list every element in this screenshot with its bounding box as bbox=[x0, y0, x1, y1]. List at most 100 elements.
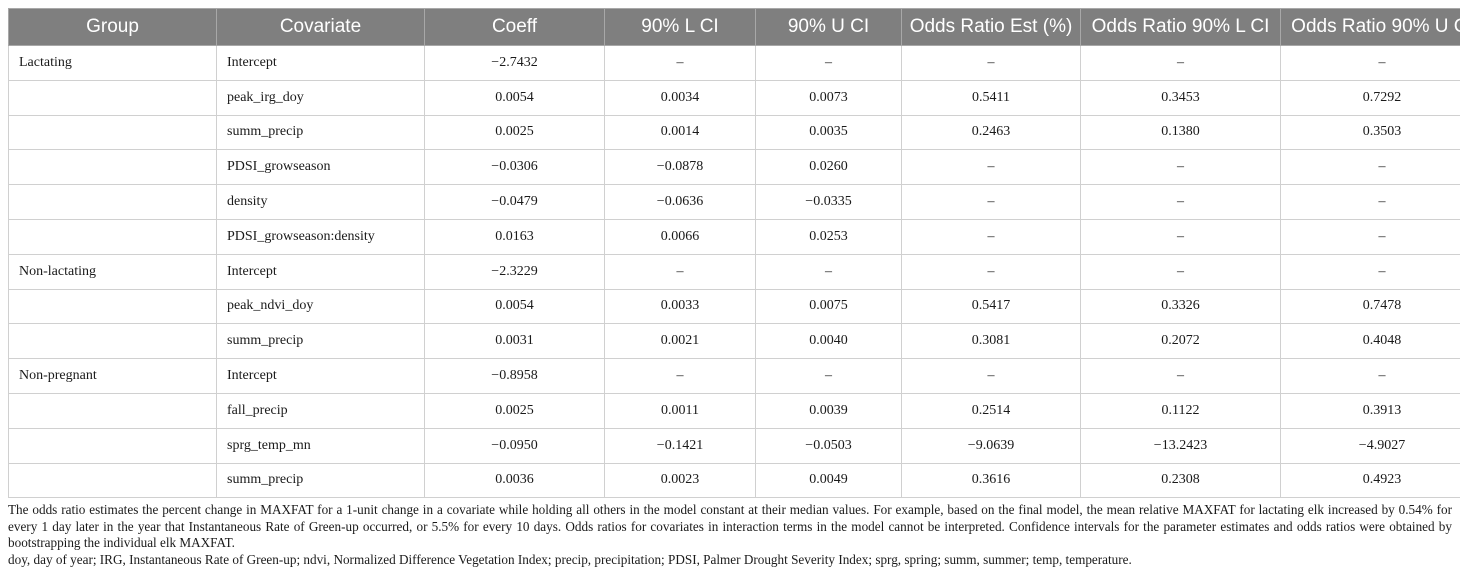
value-cell: 0.2463 bbox=[901, 114, 1081, 151]
value-cell: – bbox=[1280, 358, 1460, 394]
group-cell bbox=[8, 462, 217, 499]
table-row: PDSI_growseason:density 0.0163 0.0066 0.025… bbox=[8, 218, 1460, 255]
value-cell: −13.2423 bbox=[1080, 427, 1281, 464]
group-cell bbox=[8, 218, 217, 255]
value-cell: 0.3616 bbox=[901, 462, 1081, 499]
value-cell: – bbox=[901, 218, 1081, 255]
value-cell: 0.0011 bbox=[604, 392, 756, 429]
covariate-cell: summ_precip bbox=[216, 114, 425, 151]
value-cell: 0.0253 bbox=[755, 218, 902, 255]
value-cell: 0.0040 bbox=[755, 323, 902, 360]
value-cell: 0.5411 bbox=[901, 79, 1081, 116]
footnotes: The odds ratio estimates the percent cha… bbox=[8, 502, 1452, 568]
table-row: fall_precip 0.0025 0.0011 0.0039 0.2514 0.112… bbox=[8, 392, 1460, 429]
value-cell: 0.1380 bbox=[1080, 114, 1281, 151]
footnote-odds-ratio: The odds ratio estimates the percent cha… bbox=[8, 502, 1452, 551]
value-cell: 0.0073 bbox=[755, 79, 902, 116]
value-cell: 0.0054 bbox=[424, 79, 605, 116]
table-row: Non-lactating Intercept −2.3229– – – – – bbox=[8, 253, 1460, 290]
value-cell: 0.2308 bbox=[1080, 462, 1281, 499]
table-row: Lactating Intercept −2.7432– – – – – bbox=[8, 45, 1460, 81]
group-cell bbox=[8, 79, 217, 116]
value-cell: – bbox=[1080, 149, 1281, 186]
covariate-cell: PDSI_growseason:density bbox=[216, 218, 425, 255]
value-cell: 0.0023 bbox=[604, 462, 756, 499]
covariate-cell: Intercept bbox=[216, 45, 425, 81]
column-header: 90% L CI bbox=[604, 8, 756, 46]
value-cell: 0.2514 bbox=[901, 392, 1081, 429]
value-cell: – bbox=[1280, 149, 1460, 186]
table-row: peak_ndvi_doy 0.0054 0.0033 0.0075 0.5417 0.3… bbox=[8, 288, 1460, 325]
group-cell: Non-lactating bbox=[8, 253, 217, 290]
value-cell: 0.0025 bbox=[424, 114, 605, 151]
value-cell: – bbox=[1280, 184, 1460, 220]
value-cell: −0.0878 bbox=[604, 149, 756, 186]
value-cell: 0.0260 bbox=[755, 149, 902, 186]
value-cell: – bbox=[1080, 184, 1281, 220]
group-cell bbox=[8, 184, 217, 220]
covariate-cell: density bbox=[216, 184, 425, 220]
table-row: summ_precip 0.0036 0.0023 0.0049 0.3616 0.230… bbox=[8, 462, 1460, 499]
group-cell: Non-pregnant bbox=[8, 358, 217, 394]
value-cell: −0.0306 bbox=[424, 149, 605, 186]
value-cell: 0.0014 bbox=[604, 114, 756, 151]
covariate-cell: PDSI_growseason bbox=[216, 149, 425, 186]
value-cell: 0.5417 bbox=[901, 288, 1081, 325]
value-cell: −0.0636 bbox=[604, 184, 756, 220]
value-cell: 0.0035 bbox=[755, 114, 902, 151]
value-cell: – bbox=[755, 358, 902, 394]
value-cell: – bbox=[1080, 358, 1281, 394]
value-cell: 0.3326 bbox=[1080, 288, 1281, 325]
group-cell bbox=[8, 149, 217, 186]
covariate-cell: fall_precip bbox=[216, 392, 425, 429]
value-cell: 0.0054 bbox=[424, 288, 605, 325]
covariate-cell: summ_precip bbox=[216, 462, 425, 499]
value-cell: 0.0039 bbox=[755, 392, 902, 429]
column-header: Odds Ratio 90% U CI bbox=[1280, 8, 1460, 46]
column-header: Covariate bbox=[216, 8, 425, 46]
value-cell: 0.0021 bbox=[604, 323, 756, 360]
value-cell: – bbox=[1280, 253, 1460, 290]
value-cell: −0.0335 bbox=[755, 184, 902, 220]
value-cell: 0.3453 bbox=[1080, 79, 1281, 116]
value-cell: 0.0049 bbox=[755, 462, 902, 499]
table-row: summ_precip 0.0025 0.0014 0.0035 0.2463 0.138… bbox=[8, 114, 1460, 151]
value-cell: – bbox=[901, 45, 1081, 81]
column-header: Odds Ratio Est (%) bbox=[901, 8, 1081, 46]
value-cell: 0.0034 bbox=[604, 79, 756, 116]
table-row: Non-pregnant Intercept −0.8958– – – – – bbox=[8, 358, 1460, 394]
group-cell bbox=[8, 427, 217, 464]
value-cell: – bbox=[755, 45, 902, 81]
value-cell: −0.0503 bbox=[755, 427, 902, 464]
group-cell bbox=[8, 323, 217, 360]
value-cell: – bbox=[901, 253, 1081, 290]
table-container: Group Covariate Coeff 90% L CI 90% U CI Odds … bbox=[8, 8, 1460, 568]
value-cell: −0.0479 bbox=[424, 184, 605, 220]
value-cell: – bbox=[901, 149, 1081, 186]
value-cell: 0.0066 bbox=[604, 218, 756, 255]
value-cell: −0.1421 bbox=[604, 427, 756, 464]
value-cell: 0.0036 bbox=[424, 462, 605, 499]
value-cell: – bbox=[1080, 253, 1281, 290]
value-cell: −2.7432 bbox=[424, 45, 605, 81]
value-cell: −9.0639 bbox=[901, 427, 1081, 464]
column-header: Odds Ratio 90% L CI bbox=[1080, 8, 1281, 46]
value-cell: – bbox=[901, 184, 1081, 220]
covariate-cell: peak_ndvi_doy bbox=[216, 288, 425, 325]
value-cell: 0.7478 bbox=[1280, 288, 1460, 325]
value-cell: – bbox=[1080, 45, 1281, 81]
value-cell: 0.7292 bbox=[1280, 79, 1460, 116]
column-header: 90% U CI bbox=[755, 8, 902, 46]
value-cell: 0.0025 bbox=[424, 392, 605, 429]
table-row: PDSI_growseason −0.0306 −0.0878 0.0260– – – bbox=[8, 149, 1460, 186]
value-cell: −2.3229 bbox=[424, 253, 605, 290]
value-cell: 0.3081 bbox=[901, 323, 1081, 360]
covariate-cell: sprg_temp_mn bbox=[216, 427, 425, 464]
column-header: Group bbox=[8, 8, 217, 46]
group-cell bbox=[8, 392, 217, 429]
value-cell: 0.3913 bbox=[1280, 392, 1460, 429]
covariate-cell: peak_irg_doy bbox=[216, 79, 425, 116]
value-cell: 0.4923 bbox=[1280, 462, 1460, 499]
value-cell: 0.0163 bbox=[424, 218, 605, 255]
value-cell: – bbox=[604, 253, 756, 290]
